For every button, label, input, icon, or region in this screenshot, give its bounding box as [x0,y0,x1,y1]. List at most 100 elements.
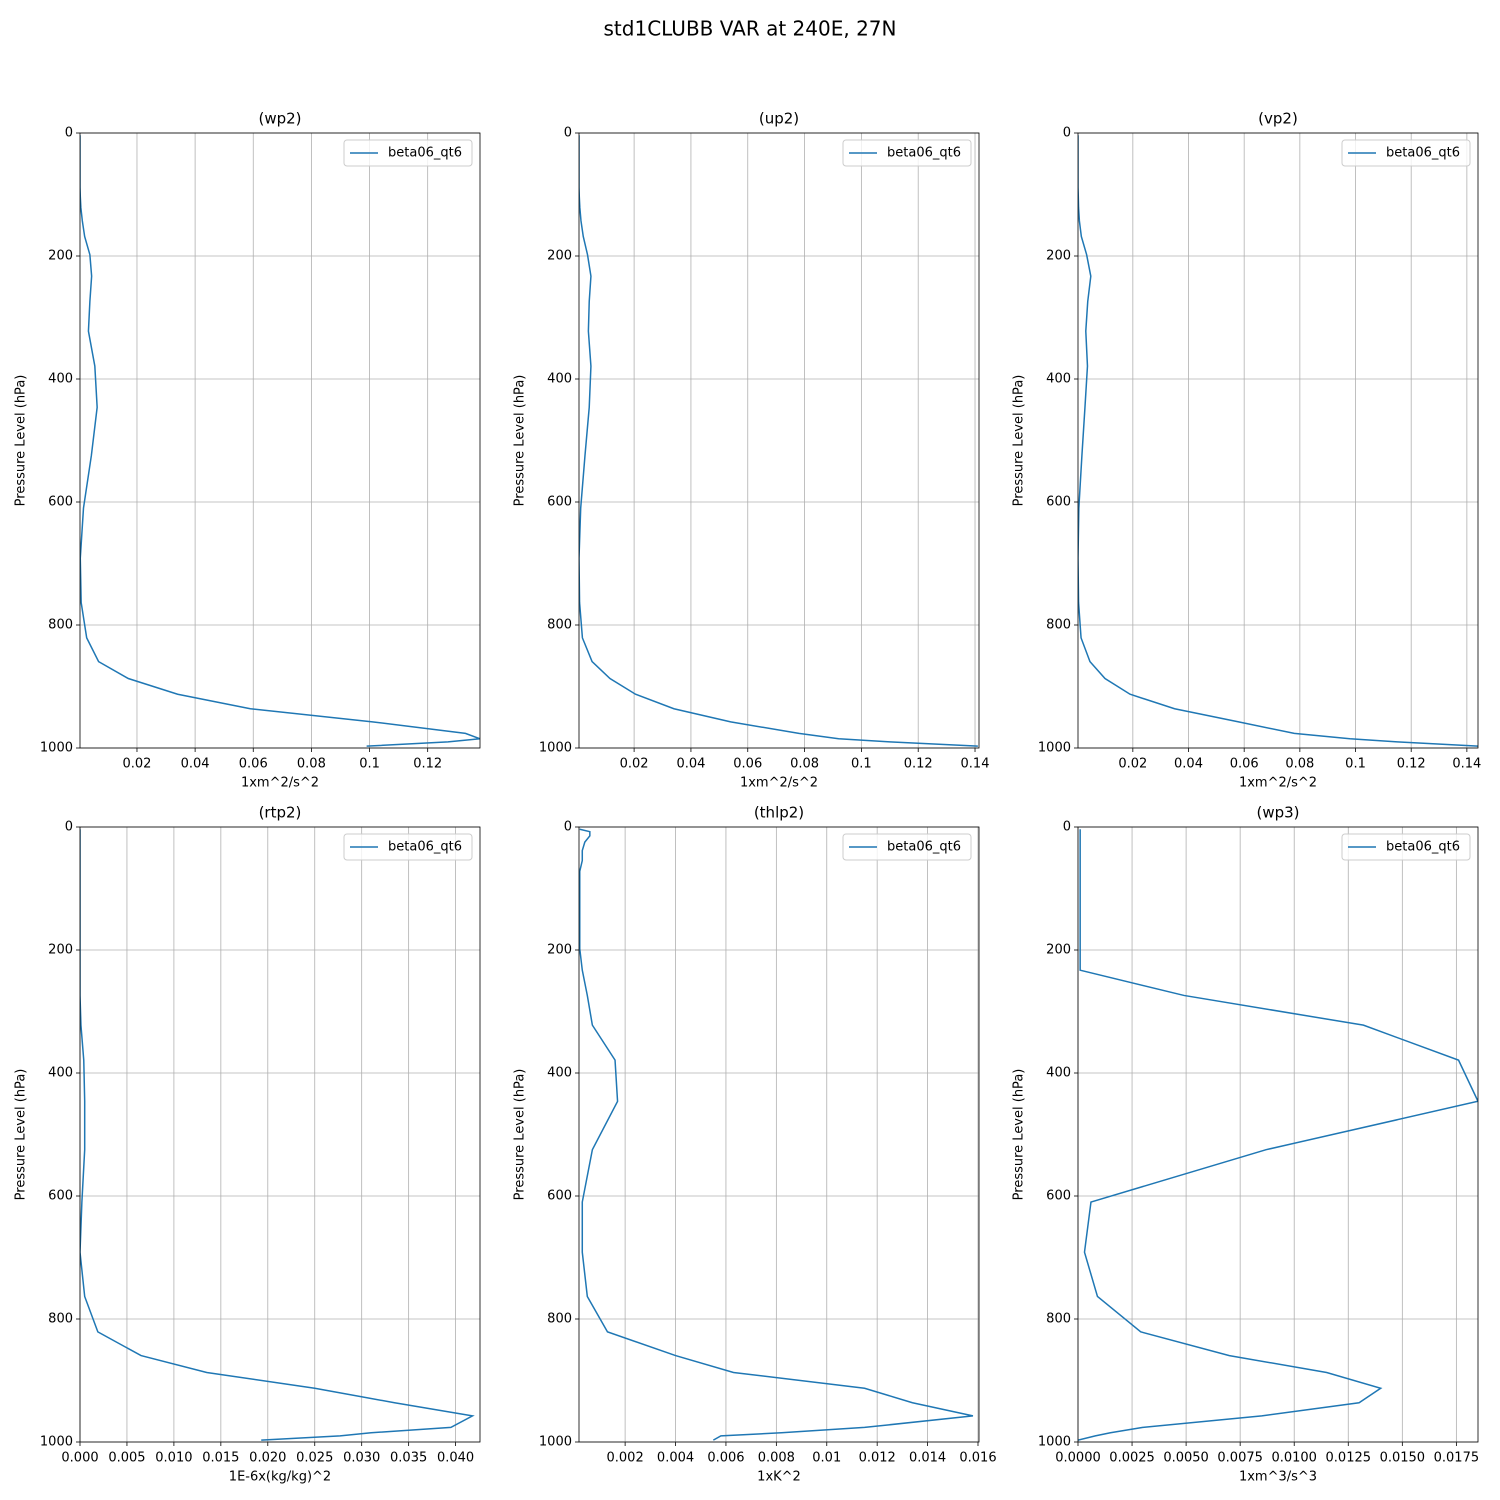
x-tick-label: 0.0150 [1380,1451,1426,1466]
y-tick-label: 400 [547,1066,572,1081]
x-axis-label: 1E-6x(kg/kg)^2 [229,1470,331,1485]
y-axis-label: Pressure Level (hPa) [14,375,29,507]
x-tick-label: 0.006 [707,1451,744,1466]
data-line [80,135,480,747]
y-tick-label: 200 [547,943,572,958]
x-tick-label: 0.12 [1397,757,1426,772]
subplot-title: (thlp2) [754,804,804,822]
y-tick-label: 1000 [1038,741,1071,756]
y-tick-label: 0 [564,820,572,835]
subplot: 0.02 0.04 0.06 0.08 0.1 0.12 0.14 0 200 400 600 800… [1012,110,1482,791]
x-tick-label: 0.0025 [1109,1451,1155,1466]
x-tick-label: 0.06 [733,757,762,772]
x-tick-label: 0.14 [961,757,990,772]
plot-frame [578,826,980,1443]
data-line [1078,135,1478,747]
x-tick-label: 0.14 [1452,757,1481,772]
x-tick-label: 0.1 [359,757,380,772]
subplot: 0.0000 0.0025 0.0050 0.0075 0.0100 0.0125 0.01… [1012,804,1480,1485]
x-tick-label: 0.04 [181,757,210,772]
legend-box [842,139,972,167]
x-tick-label: 0.0125 [1326,1451,1372,1466]
subplot-title: (vp2) [1258,110,1298,128]
x-tick-label: 0.0175 [1434,1451,1480,1466]
y-tick-label: 200 [1046,943,1071,958]
y-tick-label: 200 [1046,249,1071,264]
y-tick-label: 200 [48,943,73,958]
x-tick-label: 0.12 [413,757,442,772]
y-axis-label: Pressure Level (hPa) [14,1069,29,1201]
x-tick-label: 0.020 [249,1451,286,1466]
y-tick-label: 400 [1046,1066,1071,1081]
x-tick-label: 0.010 [155,1451,192,1466]
x-tick-label: 0.040 [437,1451,474,1466]
x-tick-label: 0.005 [108,1451,145,1466]
y-tick-label: 1000 [40,1435,73,1450]
y-tick-label: 400 [547,372,572,387]
x-tick-label: 0.014 [909,1451,946,1466]
y-axis-label: Pressure Level (hPa) [513,1069,528,1201]
legend-box [343,139,473,167]
y-tick-label: 800 [547,618,572,633]
x-tick-label: 0.002 [607,1451,644,1466]
y-axis-label: Pressure Level (hPa) [1012,375,1027,507]
x-tick-label: 0.004 [657,1451,694,1466]
legend-label: beta06_qt6 [1386,840,1460,855]
x-tick-label: 0.015 [202,1451,239,1466]
x-tick-label: 0.1 [851,757,872,772]
y-tick-label: 600 [1046,1189,1071,1204]
x-tick-label: 0.04 [676,757,705,772]
y-tick-label: 0 [65,820,73,835]
y-axis-label: Pressure Level (hPa) [513,375,528,507]
x-tick-label: 0.0100 [1271,1451,1317,1466]
plot-frame [578,132,980,749]
x-tick-label: 0.030 [343,1451,380,1466]
data-line [579,135,978,747]
x-tick-label: 0.0000 [1055,1451,1101,1466]
y-tick-label: 600 [48,1189,73,1204]
x-tick-label: 0.025 [296,1451,333,1466]
legend-label: beta06_qt6 [887,840,961,855]
subplot: 0.02 0.04 0.06 0.08 0.1 0.12 0 200 400 600 800 1000… [14,110,481,791]
y-tick-label: 800 [547,1312,572,1327]
x-tick-label: 0.0075 [1217,1451,1263,1466]
legend-label: beta06_qt6 [388,840,462,855]
subplot-title: (wp3) [1256,804,1299,822]
subplot-title: (up2) [759,110,799,128]
plot-frame [79,826,481,1443]
x-tick-label: 0.008 [758,1451,795,1466]
subplot-title: (wp2) [258,110,301,128]
y-tick-label: 0 [564,126,572,141]
y-tick-label: 200 [547,249,572,264]
x-tick-label: 0.000 [61,1451,98,1466]
y-tick-label: 800 [1046,618,1071,633]
x-axis-label: 1xm^3/s^3 [1239,1470,1317,1485]
x-tick-label: 0.04 [1174,757,1203,772]
data-line [80,829,475,1441]
plot-frame [1077,826,1479,1443]
y-tick-label: 600 [547,1189,572,1204]
x-tick-label: 0.02 [123,757,152,772]
y-tick-label: 1000 [539,741,572,756]
y-tick-label: 0 [1063,126,1071,141]
legend-box [842,833,972,861]
x-tick-label: 0.08 [790,757,819,772]
legend-box [1341,833,1471,861]
subplot: 0.000 0.005 0.010 0.015 0.020 0.025 0.030 0.035… [14,804,481,1485]
y-tick-label: 600 [48,495,73,510]
y-tick-label: 600 [1046,495,1071,510]
y-tick-label: 0 [1063,820,1071,835]
x-tick-label: 0.06 [1230,757,1259,772]
y-tick-label: 400 [1046,372,1071,387]
x-tick-label: 0.1 [1345,757,1366,772]
legend-label: beta06_qt6 [388,146,462,161]
x-tick-label: 0.016 [959,1451,996,1466]
y-tick-label: 200 [48,249,73,264]
subplot: 0.002 0.004 0.006 0.008 0.01 0.012 0.014 0.016 0… [513,804,997,1485]
legend-box [1341,139,1471,167]
x-axis-label: 1xm^2/s^2 [1239,776,1317,791]
figure-title: std1CLUBB VAR at 240E, 27N [604,17,897,41]
x-axis-label: 1xm^2/s^2 [740,776,818,791]
y-tick-label: 1000 [539,1435,572,1450]
